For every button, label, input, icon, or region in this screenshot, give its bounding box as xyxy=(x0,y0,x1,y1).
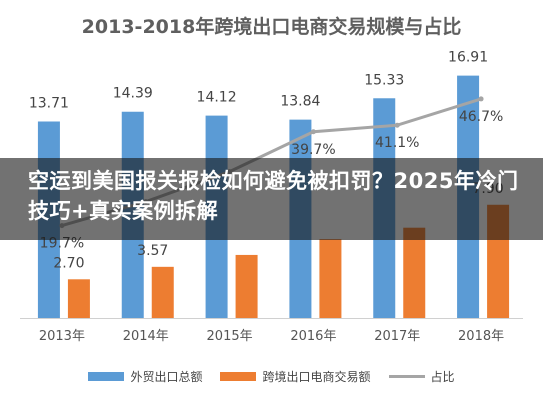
legend-swatch-share xyxy=(388,375,425,378)
legend-label-ecommerce: 跨境出口电商交易额 xyxy=(262,370,371,384)
data-label-share: 41.1% xyxy=(375,135,419,151)
x-tick-label: 2014年 xyxy=(123,329,169,344)
bar-ecommerce xyxy=(235,254,258,318)
bar-ecommerce xyxy=(403,227,426,318)
bar-ecommerce xyxy=(67,279,90,318)
legend-label-export-total: 外贸出口总额 xyxy=(130,370,203,384)
legend-item-share: 占比 xyxy=(388,368,455,385)
data-label-ecommerce: 2.70 xyxy=(53,255,84,271)
data-label-export-total: 13.71 xyxy=(29,95,69,111)
chart-legend: 外贸出口总额 跨境出口电商交易额 占比 xyxy=(0,368,543,385)
chart-title: 2013-2018年跨境出口电商交易规模与占比 xyxy=(81,16,462,38)
data-label-share: 39.7% xyxy=(291,142,335,158)
data-label-export-total: 14.12 xyxy=(197,90,237,106)
banner-overlay xyxy=(0,158,543,240)
data-label-export-total: 16.91 xyxy=(448,50,488,66)
x-tick-label: 2016年 xyxy=(290,329,336,344)
data-label-ecommerce: 3.57 xyxy=(137,243,168,259)
point-share xyxy=(394,122,400,128)
x-tick-label: 2015年 xyxy=(207,329,253,344)
data-label-export-total: 14.39 xyxy=(113,86,153,102)
data-label-export-total: 13.84 xyxy=(280,94,320,110)
point-share xyxy=(478,96,484,102)
x-tick-label: 2017年 xyxy=(374,329,420,344)
x-tick-label: 2018年 xyxy=(458,329,504,344)
point-share xyxy=(310,129,316,135)
bar-ecommerce xyxy=(151,266,174,318)
banner-text: 空运到美国报关报检如何避免被扣罚？2025年冷门技巧+真实案例拆解 xyxy=(28,169,519,223)
bar-ecommerce xyxy=(319,239,342,318)
data-label-share: 46.7% xyxy=(459,109,503,125)
x-tick-label: 2013年 xyxy=(39,329,85,344)
legend-swatch-export-total xyxy=(88,372,125,381)
legend-item-export-total: 外贸出口总额 xyxy=(88,368,202,385)
legend-item-ecommerce: 跨境出口电商交易额 xyxy=(220,368,371,385)
legend-label-share: 占比 xyxy=(430,370,455,384)
data-label-export-total: 15.33 xyxy=(364,72,404,88)
legend-swatch-ecommerce xyxy=(220,372,257,381)
